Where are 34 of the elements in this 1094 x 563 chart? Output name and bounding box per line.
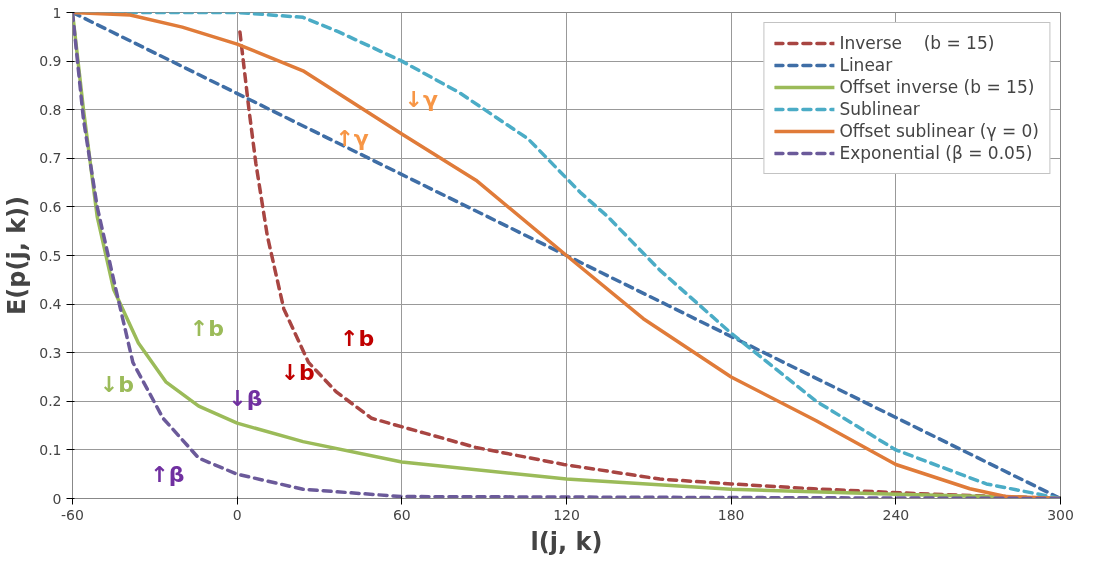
y-tick-label: 0 bbox=[52, 490, 62, 507]
legend-label: Sublinear bbox=[839, 99, 920, 119]
annotation: ↓γ bbox=[404, 87, 438, 113]
annotation: ↑b bbox=[189, 315, 224, 341]
x-tick-label: 60 bbox=[392, 506, 411, 523]
y-tick-label: 0.2 bbox=[39, 393, 62, 410]
annotation: ↑γ bbox=[335, 126, 369, 152]
legend-label: Exponential (β = 0.05) bbox=[839, 143, 1033, 163]
y-tick-label: 0.4 bbox=[39, 296, 62, 313]
annotation: ↑β bbox=[150, 461, 185, 487]
annotation: ↓b bbox=[99, 371, 135, 397]
y-tick-label: 1 bbox=[52, 4, 62, 21]
y-tick-label: 0.6 bbox=[39, 198, 62, 215]
x-tick-label: 240 bbox=[882, 506, 910, 523]
y-tick-label: 0.7 bbox=[39, 150, 62, 167]
x-tick-label: 180 bbox=[717, 506, 745, 523]
y-tick-label: 0.3 bbox=[39, 344, 62, 361]
y-tick-label: 0.1 bbox=[39, 441, 62, 458]
y-axis-title: E(p(j, k)) bbox=[3, 195, 32, 316]
annotation: ↓β bbox=[228, 386, 263, 412]
y-tick-label: 0.8 bbox=[39, 101, 62, 118]
x-tick-label: 0 bbox=[232, 506, 242, 523]
annotation: ↑b bbox=[339, 325, 375, 351]
x-axis-title: l(j, k) bbox=[530, 527, 603, 556]
x-tick-label: 120 bbox=[553, 506, 580, 523]
legend-label: Linear bbox=[839, 55, 893, 75]
x-tick-label: 300 bbox=[1047, 506, 1074, 523]
y-tick-label: 0.9 bbox=[39, 53, 62, 70]
x-tick-label: -60 bbox=[61, 506, 84, 523]
legend-label: Inverse (b = 15) bbox=[839, 33, 995, 53]
y-tick-label: 0.5 bbox=[39, 247, 62, 264]
annotation: ↓b bbox=[280, 359, 315, 385]
legend-label: Offset sublinear (γ = 0) bbox=[839, 121, 1039, 141]
legend-label: Offset inverse (b = 15) bbox=[839, 77, 1035, 97]
